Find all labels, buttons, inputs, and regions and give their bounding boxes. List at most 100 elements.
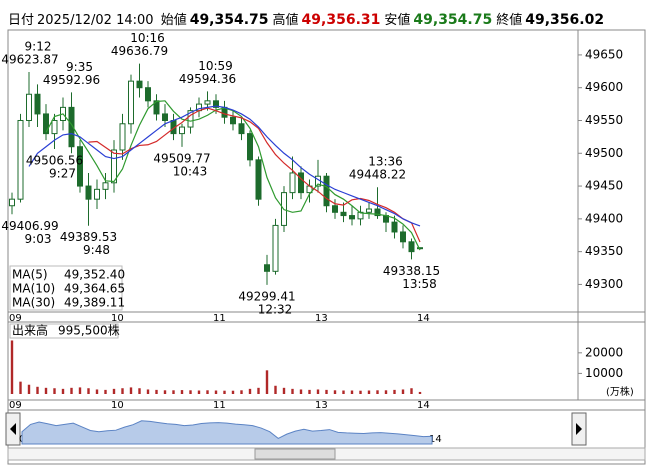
x-tick-label: 11 [213,400,226,411]
ma-line [28,105,421,227]
open-value: 49,354.75 [189,12,269,28]
annotation: 49623.87 [1,53,58,67]
annotation: 49636.79 [111,44,168,58]
annotation: 49406.99 [1,219,58,233]
volume-bar [333,390,337,394]
candle-body [230,116,236,125]
volume-title: 出来高 [12,323,48,338]
volume-bar [384,390,388,394]
annotation: 49389.53 [60,230,117,244]
legend-value: 49,389.11 [64,296,125,310]
volume-bar [265,370,269,394]
volume-bar [350,390,354,394]
candle-body [417,247,423,250]
candle-body [289,172,296,194]
volume-bar [342,390,345,394]
candle-body [408,241,415,253]
volume-bar [87,388,90,394]
volume-bar [206,390,209,394]
x-tick-label: 13 [315,400,328,411]
x-tick-label: 10 [111,400,124,411]
volume-label-box [9,323,119,339]
legend-box [9,265,123,311]
volume-bar [376,390,379,394]
candle-body [68,106,75,148]
volume-bar [291,388,294,394]
volume-bar [146,389,150,394]
candle-body [272,224,279,272]
navigator-area [21,420,433,445]
candle-body [213,100,219,108]
annotation: 9:35 [66,60,93,74]
y-tick-label: 49350 [585,244,623,258]
legend-name: MA(5) [12,268,48,282]
volume-bar [53,388,56,394]
arrow-icon [576,423,582,435]
volume-bar [231,390,235,394]
close-value: 49,356.02 [525,12,605,28]
volume-bar [61,388,65,394]
unit-label: (万株) [606,385,634,398]
candle-body [145,87,151,102]
date: 2025/12/02 14:00 [37,13,154,28]
candle-body [366,208,372,213]
x-tick-label: 14 [417,400,430,411]
volume-bar [248,388,252,394]
candle-body [43,113,49,135]
candle-body [119,123,126,151]
scroll-thumb[interactable] [254,448,336,460]
candle-body [298,172,304,194]
volume-bar [36,386,39,394]
low-label: 安値 [384,13,411,28]
y-tick-label: 49650 [585,47,623,61]
volume-bar [163,390,167,394]
volume-bar [410,388,413,394]
y-tick-label: 49550 [585,113,623,127]
candle-body [102,182,109,190]
x-tick-label: 09 [9,400,22,411]
annotation: 49594.36 [179,72,236,86]
candle-body [111,149,117,184]
x-tick-label: 13 [315,313,328,324]
x-tick-label: 14 [429,434,442,445]
candle-body [17,119,24,200]
volume-bar [367,390,371,394]
y-tick-label: 20000 [585,345,623,359]
volume-bar [129,387,133,394]
volume-bar [197,390,201,394]
volume-bar [138,388,141,394]
x-tick-label: 09 [9,313,22,324]
volume-bar [121,388,124,394]
candle-body [26,93,32,121]
legend-name: MA(30) [12,296,55,310]
volume-bar [282,387,286,394]
candle-body [153,100,160,115]
candle-body [391,221,398,233]
candle-body [187,110,194,128]
legend-name: MA(10) [12,282,55,296]
date-label: 日付 [8,13,35,28]
annotation: 9:27 [49,166,76,180]
x-tick-label: 14 [417,313,430,324]
y-tick-label: 49600 [585,80,623,94]
volume-bar [78,387,82,394]
annotation: 9:03 [25,232,52,246]
candle-body [400,231,406,243]
candle-body [247,133,253,161]
candle-body [162,113,168,121]
volume-bar [214,390,218,394]
close-label: 終値 [496,13,523,28]
y-tick-label: 49500 [585,146,623,160]
annotation: 49509.77 [153,151,210,165]
volume-bar [325,389,328,394]
arrow-icon [10,423,16,435]
annotation: 49338.15 [383,264,440,278]
annotation: 10:16 [130,31,165,45]
low-value: 49,354.75 [413,12,493,28]
volume-bar [308,389,311,394]
volume-bar [393,389,396,394]
volume-bar [44,387,48,394]
volume-bar [418,391,422,394]
